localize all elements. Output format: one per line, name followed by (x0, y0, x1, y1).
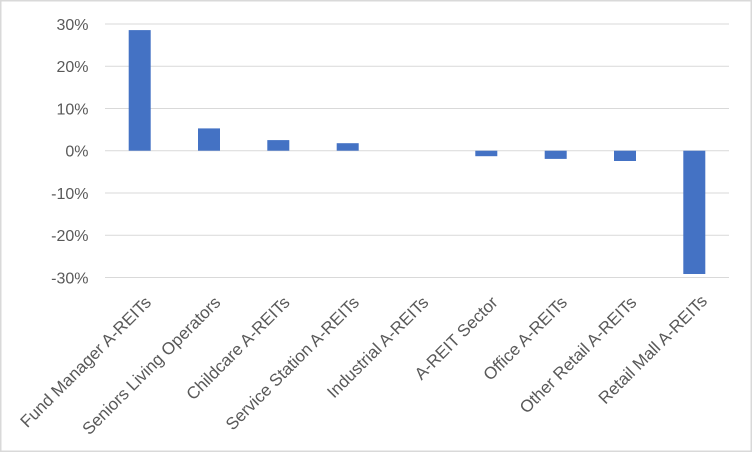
svg-text:20%: 20% (56, 59, 88, 76)
svg-text:-30%: -30% (51, 271, 88, 288)
svg-text:0%: 0% (65, 144, 88, 161)
svg-text:-10%: -10% (51, 186, 88, 203)
svg-text:-20%: -20% (51, 228, 88, 245)
svg-text:30%: 30% (56, 17, 88, 34)
svg-text:10%: 10% (56, 102, 88, 119)
